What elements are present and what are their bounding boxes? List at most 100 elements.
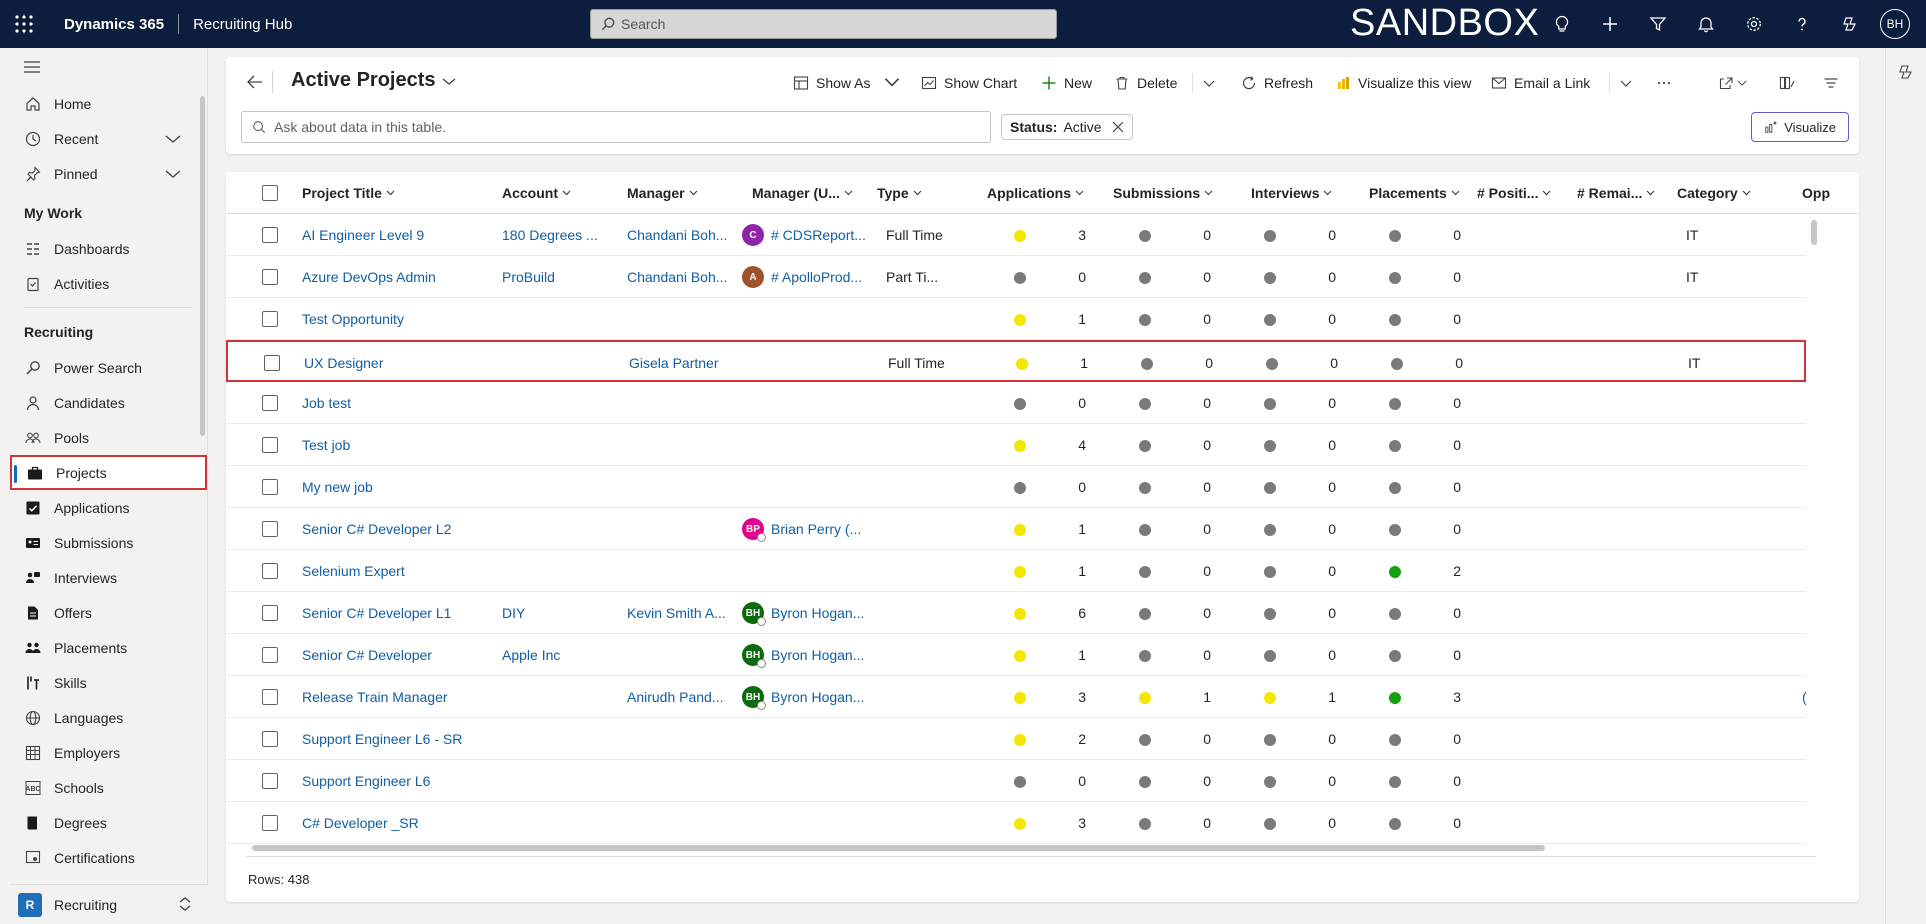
account-link[interactable] bbox=[502, 718, 620, 760]
project-title-link[interactable]: Support Engineer L6 - SR bbox=[302, 731, 463, 747]
opportunity-link[interactable] bbox=[1802, 256, 1822, 298]
table-row[interactable]: AI Engineer Level 9 180 Degrees ... Chanda… bbox=[226, 214, 1806, 256]
area-switcher[interactable]: R Recruiting bbox=[10, 884, 208, 924]
project-title-link[interactable]: UX Designer bbox=[304, 355, 384, 371]
global-search-input[interactable]: Search bbox=[590, 9, 1057, 39]
opportunity-link[interactable] bbox=[1802, 760, 1822, 802]
show-as-button[interactable]: Show As bbox=[793, 69, 907, 97]
account-link[interactable] bbox=[504, 342, 622, 384]
copilot-pane-icon[interactable] bbox=[1898, 64, 1914, 83]
column-header[interactable]: Applications bbox=[987, 172, 1084, 214]
manager-link[interactable]: Chandani Boh... bbox=[627, 227, 728, 243]
brand-name[interactable]: Dynamics 365 bbox=[64, 15, 165, 33]
column-header[interactable]: Submissions bbox=[1113, 172, 1213, 214]
row-checkbox[interactable] bbox=[264, 355, 280, 371]
sidebar-item-activities[interactable]: Activities bbox=[10, 266, 207, 301]
table-row[interactable]: Azure DevOps Admin ProBuild Chandani Boh..… bbox=[226, 256, 1806, 298]
project-title-link[interactable]: Test job bbox=[302, 437, 351, 453]
project-title-link[interactable]: Release Train Manager bbox=[302, 689, 448, 705]
opportunity-link[interactable] bbox=[1802, 466, 1822, 508]
project-title-link[interactable]: Azure DevOps Admin bbox=[302, 269, 436, 285]
lightbulb-icon[interactable] bbox=[1538, 0, 1586, 48]
close-icon[interactable] bbox=[1112, 121, 1124, 133]
table-row[interactable]: Senior C# Developer L2 BP Brian Perry (...… bbox=[226, 508, 1806, 550]
table-row[interactable]: Selenium Expert 1 0 0 2 bbox=[226, 550, 1806, 592]
email-a-link-button[interactable]: Email a Link bbox=[1491, 69, 1590, 97]
gear-icon[interactable] bbox=[1730, 0, 1778, 48]
project-title-link[interactable]: AI Engineer Level 9 bbox=[302, 227, 425, 243]
row-checkbox[interactable] bbox=[262, 731, 278, 747]
manager-link[interactable] bbox=[627, 382, 745, 424]
sidebar-scrollbar[interactable] bbox=[200, 96, 205, 436]
column-header[interactable]: # Remai... bbox=[1577, 172, 1655, 214]
project-title-link[interactable]: My new job bbox=[302, 479, 373, 495]
table-row[interactable]: Senior C# Developer Apple Inc BH Byron Hoga… bbox=[226, 634, 1806, 676]
manager-link[interactable] bbox=[627, 508, 745, 550]
account-link[interactable] bbox=[502, 550, 620, 592]
opportunity-link[interactable] bbox=[1802, 424, 1822, 466]
column-header[interactable]: Project Title bbox=[302, 172, 395, 214]
share-button[interactable] bbox=[1718, 69, 1754, 97]
edit-filters-button[interactable] bbox=[1823, 69, 1846, 97]
row-checkbox[interactable] bbox=[262, 605, 278, 621]
column-header[interactable]: # Positi... bbox=[1477, 172, 1551, 214]
visualize-button[interactable]: Visualize bbox=[1751, 112, 1849, 142]
row-checkbox[interactable] bbox=[262, 773, 278, 789]
table-row[interactable]: Support Engineer L6 - SR 2 0 0 0 bbox=[226, 718, 1806, 760]
account-link[interactable] bbox=[502, 508, 620, 550]
sidebar-item-pools[interactable]: Pools bbox=[10, 420, 207, 455]
table-row[interactable]: Senior C# Developer L1 DIY Kevin Smith A..… bbox=[226, 592, 1806, 634]
manager-link[interactable] bbox=[627, 634, 745, 676]
sidebar-item-schools[interactable]: ABC Schools bbox=[10, 770, 207, 805]
sidebar-item-skills[interactable]: Skills bbox=[10, 665, 207, 700]
manager-link[interactable] bbox=[627, 802, 745, 844]
opportunity-link[interactable] bbox=[1802, 550, 1822, 592]
sidebar-item-certifications[interactable]: Certifications bbox=[10, 840, 207, 875]
more-delete-options-chevron[interactable] bbox=[1201, 69, 1224, 97]
project-title-link[interactable]: Senior C# Developer L1 bbox=[302, 605, 452, 621]
grid-vertical-scrollbar[interactable] bbox=[1811, 220, 1817, 245]
table-row[interactable]: Test Opportunity 1 0 0 0 bbox=[226, 298, 1806, 340]
manager-link[interactable] bbox=[627, 466, 745, 508]
more-commands-button[interactable] bbox=[1656, 69, 1679, 97]
table-row[interactable]: Support Engineer L6 0 0 0 0 bbox=[226, 760, 1806, 802]
sidebar-item-dashboards[interactable]: Dashboards bbox=[10, 231, 207, 266]
chevron-down-icon[interactable] bbox=[165, 131, 181, 147]
owner-user-link[interactable]: BH Byron Hogan... bbox=[742, 676, 872, 718]
table-row[interactable]: Job test 0 0 0 0 bbox=[226, 382, 1806, 424]
status-filter-chip[interactable]: Status: Active bbox=[1001, 114, 1133, 140]
visualize-this-view-button[interactable]: Visualize this view bbox=[1335, 69, 1471, 97]
sidebar-item-submissions[interactable]: Submissions bbox=[10, 525, 207, 560]
manager-link[interactable]: Gisela Partner bbox=[629, 355, 719, 371]
sidebar-item-offers[interactable]: Offers bbox=[10, 595, 207, 630]
plus-icon[interactable] bbox=[1586, 0, 1634, 48]
opportunity-link[interactable] bbox=[1802, 592, 1822, 634]
column-header[interactable]: Manager (U... bbox=[752, 172, 853, 214]
row-checkbox[interactable] bbox=[262, 227, 278, 243]
sidebar-item-employers[interactable]: Employers bbox=[10, 735, 207, 770]
sidebar-item-languages[interactable]: Languages bbox=[10, 700, 207, 735]
refresh-button[interactable]: Refresh bbox=[1241, 69, 1313, 97]
new-button[interactable]: New bbox=[1041, 69, 1092, 97]
account-link[interactable]: 180 Degrees ... bbox=[502, 227, 598, 243]
sidebar-item-projects[interactable]: Projects bbox=[10, 455, 207, 490]
opportunity-link[interactable] bbox=[1804, 342, 1824, 384]
project-title-link[interactable]: Senior C# Developer L2 bbox=[302, 521, 452, 537]
opportunity-link[interactable] bbox=[1802, 382, 1822, 424]
table-row[interactable]: UX Designer Gisela Partner Full Time 1 0 0 0 IT bbox=[226, 340, 1806, 382]
column-header[interactable]: Category bbox=[1677, 172, 1751, 214]
filter-icon[interactable] bbox=[1634, 0, 1682, 48]
sidebar-item-candidates[interactable]: Candidates bbox=[10, 385, 207, 420]
account-link[interactable]: Apple Inc bbox=[502, 647, 561, 663]
grid-horizontal-scrollbar[interactable] bbox=[252, 845, 1545, 851]
row-checkbox[interactable] bbox=[262, 689, 278, 705]
opportunity-link[interactable] bbox=[1802, 718, 1822, 760]
column-header[interactable]: Opp bbox=[1802, 172, 1830, 214]
opportunity-link[interactable] bbox=[1802, 508, 1822, 550]
show-chart-button[interactable]: Show Chart bbox=[921, 69, 1017, 97]
sidebar-item-home[interactable]: Home bbox=[10, 86, 207, 121]
app-name[interactable]: Recruiting Hub bbox=[193, 15, 293, 33]
account-link[interactable]: ProBuild bbox=[502, 269, 555, 285]
row-checkbox[interactable] bbox=[262, 269, 278, 285]
project-title-link[interactable]: C# Developer _SR bbox=[302, 815, 419, 831]
